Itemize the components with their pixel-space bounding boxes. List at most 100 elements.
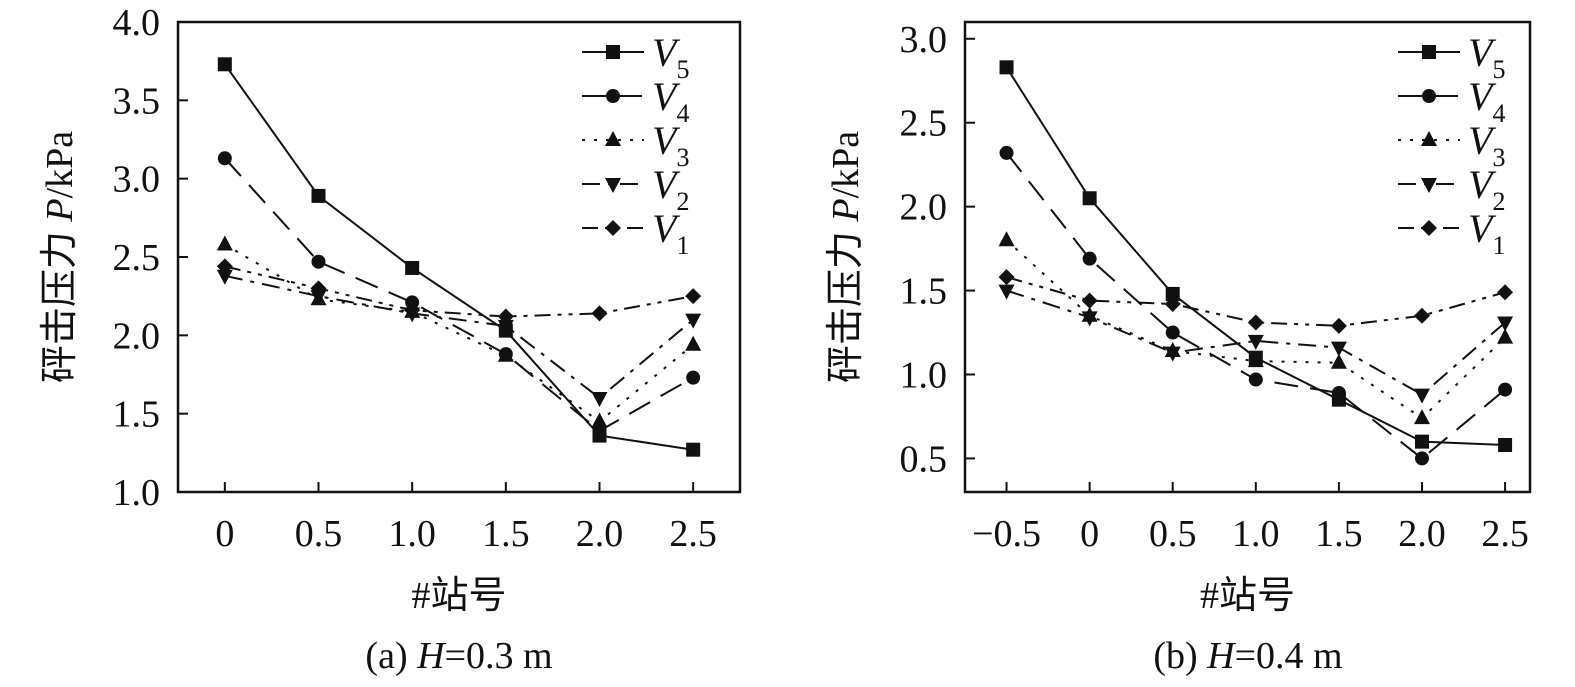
y-tick-label: 3.0 <box>113 159 161 201</box>
x-tick-label: 2.5 <box>669 513 717 555</box>
data-point-V1 <box>1497 284 1514 301</box>
data-point-V4 <box>1165 325 1180 340</box>
data-point-V4 <box>686 370 701 385</box>
data-point-V1 <box>998 269 1015 286</box>
legend-marker <box>605 220 621 236</box>
data-point-V2 <box>1247 334 1264 350</box>
chart-panel-a: 1.0 1.5 2.0 2.5 3.0 3.5 4.0 0 0.5 1.0 1.5 2.0 2.5 #站号… <box>39 2 742 677</box>
y-tick-label: 4.0 <box>113 2 161 44</box>
x-tick-label: 2.5 <box>1481 513 1529 555</box>
series-line-V5 <box>224 63 694 451</box>
data-point-V2 <box>591 392 608 407</box>
legend-marker <box>606 45 620 59</box>
legend-label: V5 <box>1468 30 1505 84</box>
x-tick-label: 1.5 <box>482 513 530 555</box>
data-point-V2 <box>310 290 327 306</box>
y-tick-label: 3.5 <box>113 80 161 122</box>
y-axis-title: 砰击压力 P/kPa <box>825 131 867 383</box>
legend-label: V3 <box>652 118 689 172</box>
series-line-V5 <box>1005 66 1506 446</box>
legend-label: V3 <box>1468 118 1505 172</box>
data-point-V5 <box>1082 191 1097 206</box>
data-point-V5 <box>1165 286 1180 301</box>
legend-label: V1 <box>1468 206 1505 260</box>
data-point-V2 <box>685 313 702 329</box>
data-point-V4 <box>1248 372 1263 387</box>
data-point-V1 <box>1330 317 1347 334</box>
y-tick-label: 1.5 <box>113 394 161 436</box>
legend-marker <box>1421 178 1437 193</box>
series-line-V3 <box>224 243 694 423</box>
data-point-V2 <box>1164 346 1181 362</box>
data-point-V1 <box>1247 314 1264 331</box>
data-point-V4 <box>1331 385 1346 400</box>
legend-label: V2 <box>1468 162 1505 216</box>
x-tick-label: 0.5 <box>1149 513 1197 555</box>
y-tick-label: 2.0 <box>900 187 948 229</box>
x-tick-label: 1.0 <box>388 513 436 555</box>
x-tick-label: 0 <box>1080 513 1099 555</box>
x-axis-title: #站号 <box>411 575 506 617</box>
y-tick-label: 1.0 <box>900 355 948 397</box>
data-point-V1 <box>310 280 327 297</box>
y-tick-label: 2.5 <box>113 237 161 279</box>
figure-caption: (a) H=0.3 m <box>365 635 552 677</box>
data-point-V3 <box>685 335 702 351</box>
data-point-V4 <box>999 145 1014 160</box>
data-point-V4 <box>217 151 232 166</box>
legend-label: V5 <box>652 30 689 84</box>
legend-label: V4 <box>652 74 689 128</box>
y-tick-label: 1.0 <box>113 472 161 514</box>
data-point-V1 <box>404 302 421 319</box>
data-point-V1 <box>1413 307 1430 324</box>
legend-marker <box>1422 89 1436 103</box>
y-axis-title: 砰击压力 P/kPa <box>39 131 81 383</box>
legend-marker <box>1422 45 1436 59</box>
data-point-V2 <box>1330 341 1347 357</box>
data-point-V2 <box>998 284 1015 300</box>
x-tick-label: 1.5 <box>1315 513 1363 555</box>
data-point-V5 <box>405 260 420 275</box>
data-point-V2 <box>1413 388 1430 404</box>
x-axis-title: #站号 <box>1200 575 1295 617</box>
data-point-V1 <box>497 308 514 325</box>
legend-marker <box>605 131 621 146</box>
data-point-V5 <box>999 60 1014 75</box>
legend-label: V1 <box>652 206 689 260</box>
data-point-V5 <box>311 188 326 203</box>
y-tick-label: 1.5 <box>900 271 948 313</box>
legend-label: V2 <box>652 162 689 216</box>
data-point-V2 <box>1081 311 1098 327</box>
legend-label: V4 <box>1468 74 1505 128</box>
data-point-V3 <box>497 346 514 362</box>
data-point-V3 <box>1413 409 1430 425</box>
series-line-V4 <box>224 157 694 433</box>
data-point-V4 <box>1498 382 1513 397</box>
data-point-V1 <box>591 305 608 322</box>
plot-frame <box>963 20 1532 494</box>
series-line-V4 <box>1005 152 1506 460</box>
data-point-V4 <box>1082 251 1097 266</box>
y-tick-label: 2.5 <box>900 103 948 145</box>
data-point-V3 <box>216 235 233 251</box>
figure-caption: (b) H=0.4 m <box>1153 635 1342 677</box>
data-point-V5 <box>686 442 701 457</box>
x-tick-label: 2.0 <box>1398 513 1446 555</box>
data-point-V3 <box>998 231 1015 247</box>
data-point-V1 <box>1081 292 1098 309</box>
y-tick-label: 0.5 <box>900 438 948 480</box>
x-tick-label: 2.0 <box>576 513 624 555</box>
data-point-V3 <box>591 412 608 428</box>
data-point-V3 <box>1330 353 1347 369</box>
data-point-V1 <box>685 288 702 305</box>
data-point-V4 <box>311 254 326 269</box>
x-tick-label: 0.5 <box>295 513 343 555</box>
chart-panel-b: 0.5 1.0 1.5 2.0 2.5 3.0 −0.5 0 0.5 1.0 1.5 2.0 2.5 #站… <box>825 19 1532 677</box>
x-tick-label: 1.0 <box>1232 513 1280 555</box>
data-point-V5 <box>1498 438 1513 452</box>
data-point-V2 <box>1497 316 1514 332</box>
series-line-V1 <box>224 265 694 318</box>
x-tick-label: 0 <box>215 513 234 555</box>
data-point-V5 <box>1414 434 1429 449</box>
